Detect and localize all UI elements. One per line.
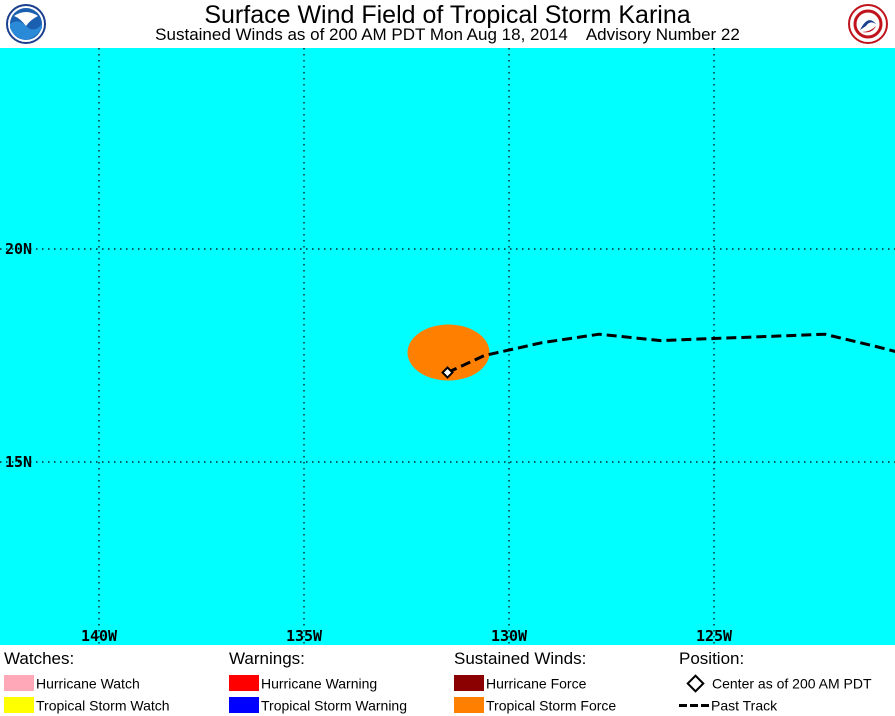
longitude-label: 130W [491,627,528,645]
legend-hurricane-warning: Hurricane Warning [229,673,377,692]
past-track-dash-icon [679,703,709,707]
map-subtitle: Sustained Winds as of 200 AM PDT Mon Aug… [0,25,895,45]
longitude-label: 135W [286,627,323,645]
storm-center-marker [441,366,454,379]
tropical-storm-force-wind-field [407,324,490,381]
nws-logo [848,4,888,44]
map-legend: Watches: Hurricane Watch Tropical Storm … [0,645,895,716]
legend-watches-heading: Watches: [4,649,75,668]
legend-hurricane-watch: Hurricane Watch [4,673,140,692]
legend-tropical-storm-warning: Tropical Storm Warning [229,695,407,714]
longitude-label: 125W [696,627,733,645]
map-area: 140W 135W 130W 125W 20N 15N [0,48,895,645]
legend-hurricane-force: Hurricane Force [454,673,586,692]
legend-position-heading: Position: [679,649,745,668]
subtitle-valid-time: Sustained Winds as of 200 AM PDT Mon Aug… [155,25,568,44]
subtitle-advisory-number: Advisory Number 22 [585,25,740,44]
legend-warnings: Warnings: Hurricane Warning Tropical Sto… [229,649,407,714]
tropical-storm-force-swatch [454,697,484,714]
legend-position: Position: Center as of 200 AM PDT Past T… [679,649,872,713]
hurricane-warning-swatch [229,675,259,692]
tropical-storm-watch-swatch [4,697,34,714]
latitude-label: 20N [5,240,32,258]
center-diamond-icon [686,674,705,693]
tropical-storm-warning-swatch [229,697,259,714]
hurricane-watch-swatch [4,675,34,692]
legend-winds-heading: Sustained Winds: [454,649,587,668]
legend-past-track: Past Track [679,695,777,713]
legend-tropical-storm-force: Tropical Storm Force [454,695,616,714]
legend-center-position: Center as of 200 AM PDT [679,673,872,693]
map-header: Surface Wind Field of Tropical Storm Kar… [0,0,895,48]
legend-sustained-winds: Sustained Winds: Hurricane Force Tropica… [454,649,616,714]
past-track-line [446,332,895,374]
noaa-logo [6,4,46,44]
legend-warnings-heading: Warnings: [229,649,305,668]
map-title: Surface Wind Field of Tropical Storm Kar… [204,1,691,29]
legend-tropical-storm-watch: Tropical Storm Watch [4,695,170,714]
hurricane-force-swatch [454,675,484,692]
grid-labels: 140W 135W 130W 125W 20N 15N [5,240,733,645]
longitude-label: 140W [81,627,118,645]
latitude-label: 15N [5,453,32,471]
legend-watches: Watches: Hurricane Watch Tropical Storm … [4,649,170,714]
